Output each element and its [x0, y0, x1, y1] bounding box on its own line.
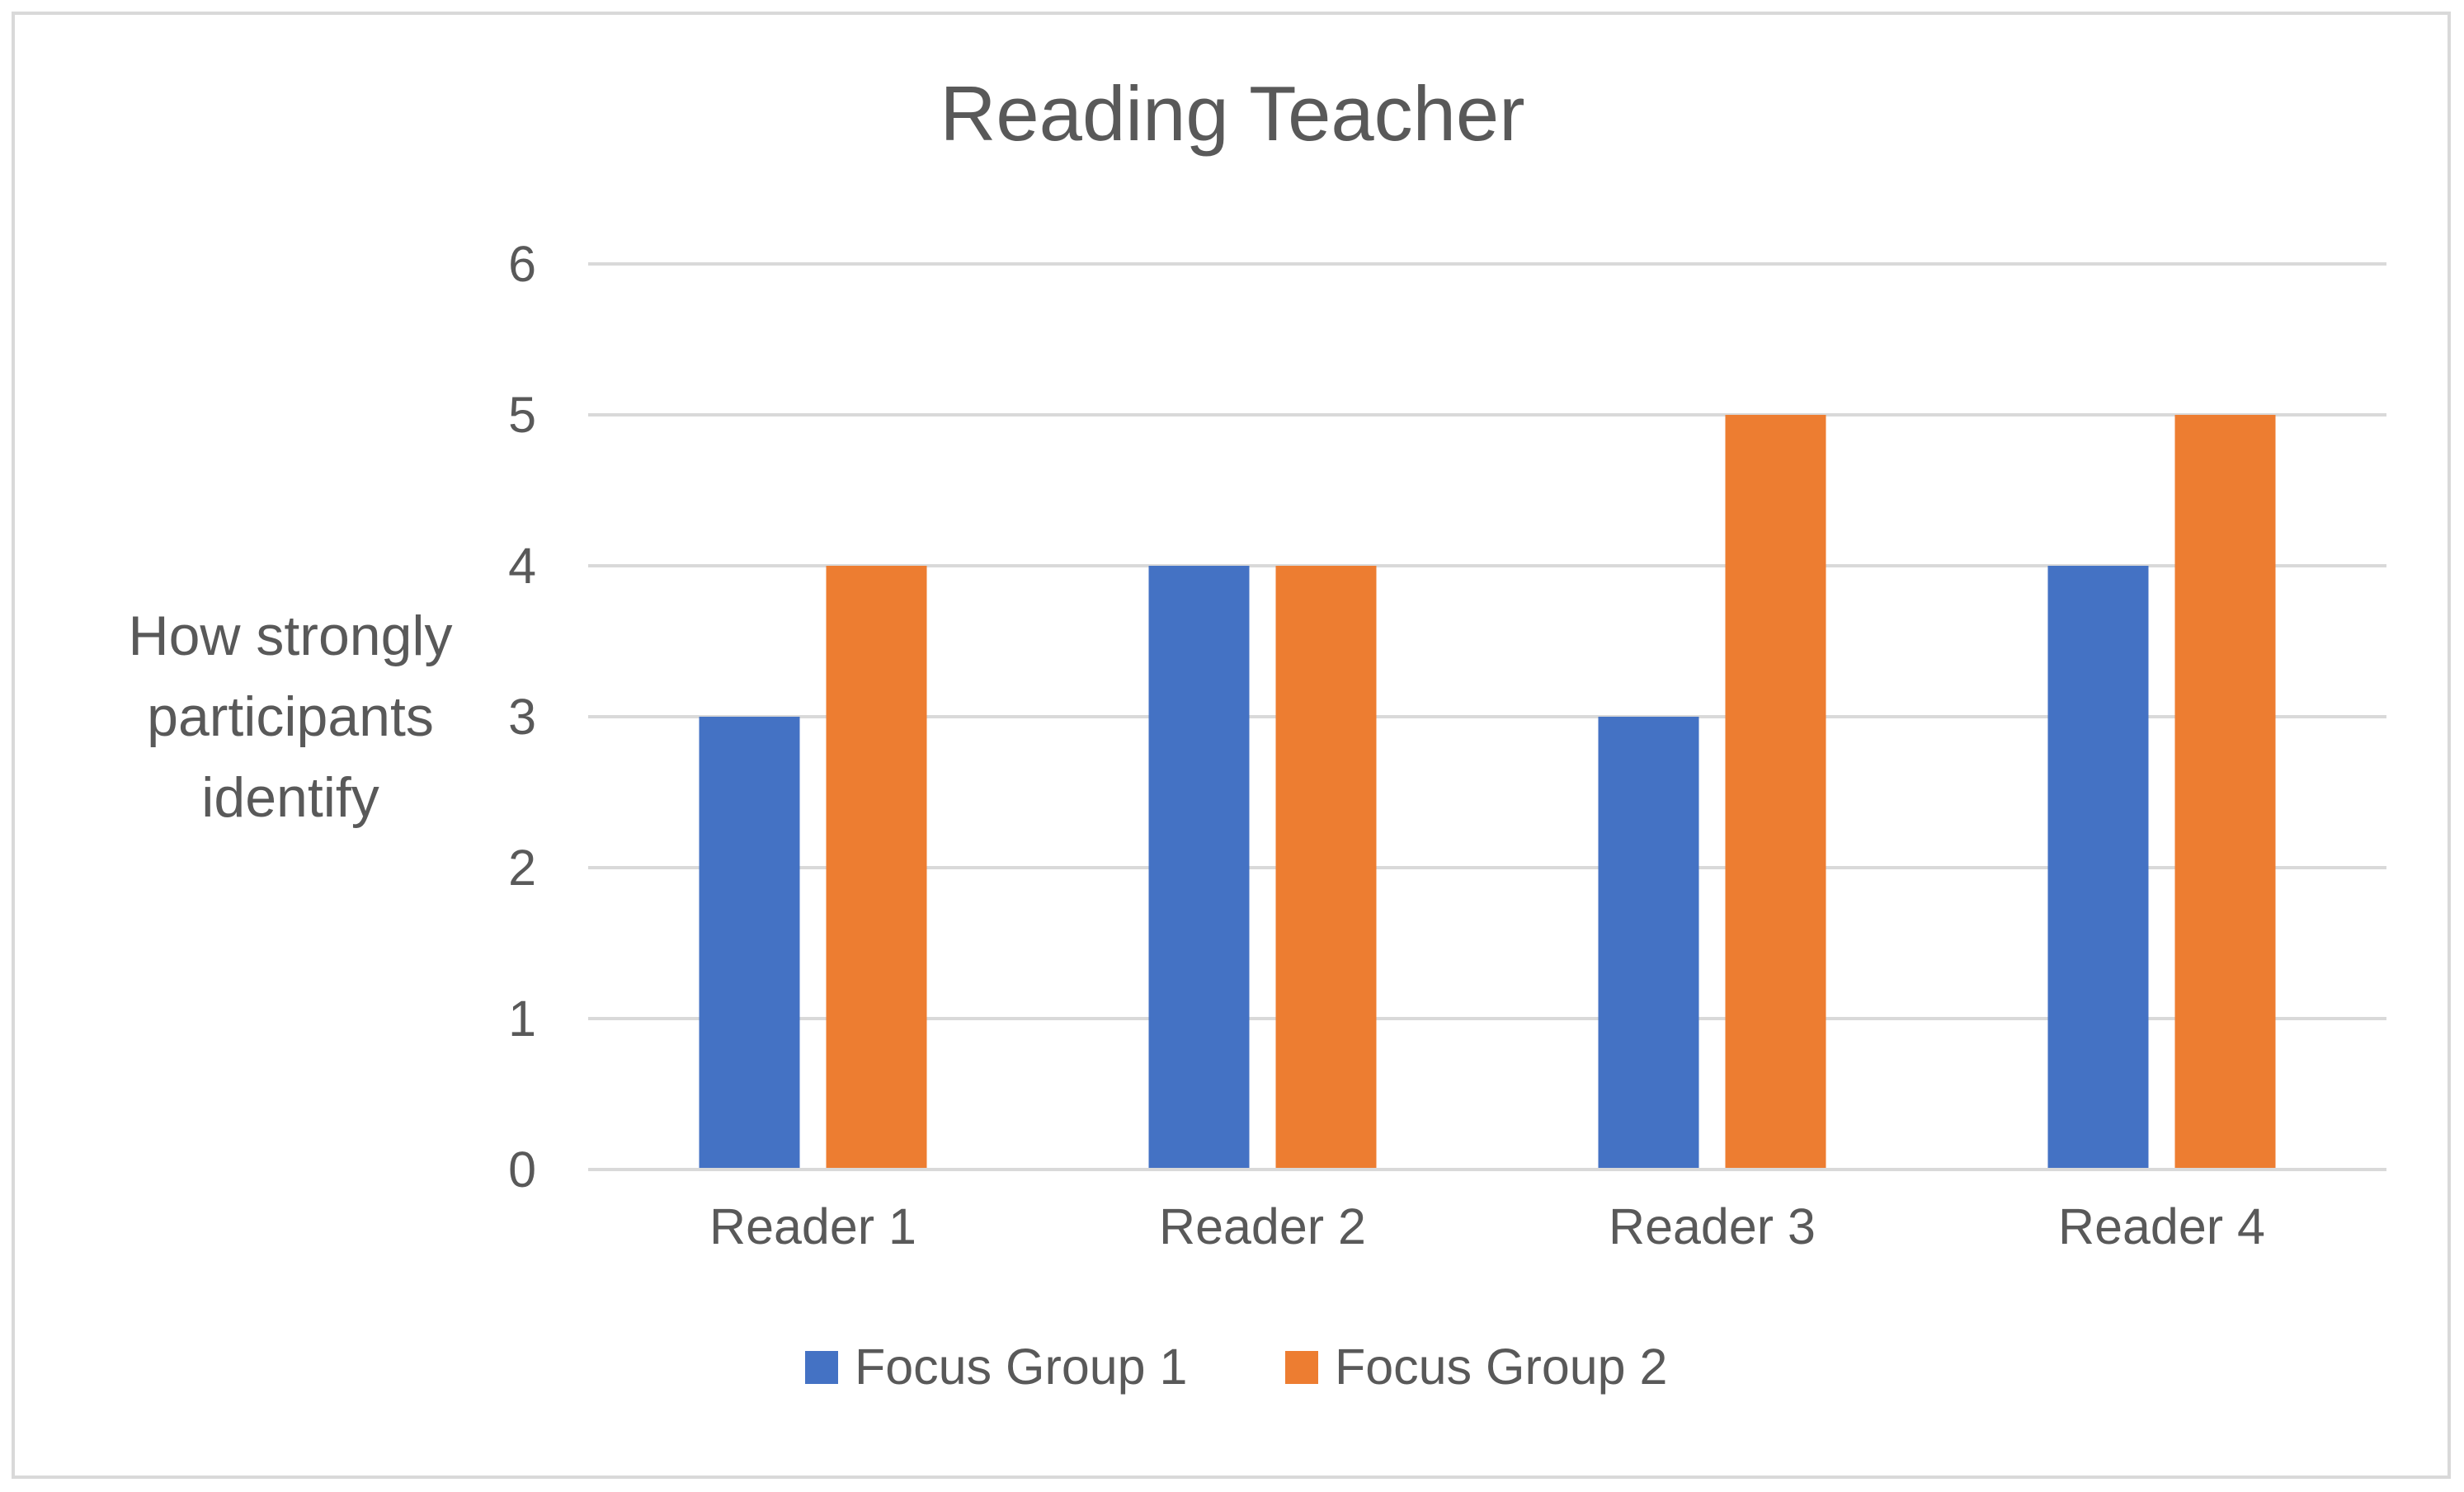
- x-tick-label: Reader 3: [1609, 1198, 1816, 1254]
- legend-label: Focus Group 1: [855, 1339, 1187, 1395]
- x-tick-label: Reader 4: [2058, 1198, 2265, 1254]
- y-tick-label: 0: [508, 1141, 536, 1198]
- legend-swatch: [1285, 1351, 1318, 1384]
- x-tick-label: Reader 2: [1159, 1198, 1366, 1254]
- bars: [588, 415, 2386, 1171]
- bar-2-1: [826, 566, 927, 1170]
- bar-2-4: [2174, 415, 2276, 1170]
- y-tick-label: 2: [508, 840, 536, 896]
- bar-1-2: [1148, 566, 1250, 1170]
- y-axis-title-line: participants: [147, 685, 434, 748]
- bar-2-3: [1725, 415, 1826, 1170]
- y-tick-label: 1: [508, 991, 536, 1047]
- chart-title: Reading Teacher: [940, 70, 1525, 157]
- x-tick-label: Reader 1: [709, 1198, 916, 1254]
- y-axis-ticks: 0 1 2 3 4 5 6: [508, 236, 536, 1198]
- chart-frame: Reading Teacher How strongly participants…: [12, 12, 2451, 1479]
- y-tick-label: 6: [508, 236, 536, 292]
- x-axis-labels: Reader 1 Reader 2 Reader 3 Reader 4: [709, 1198, 2265, 1254]
- bar-2-2: [1275, 566, 1377, 1170]
- legend: Focus Group 1 Focus Group 2: [805, 1339, 1667, 1395]
- bar-1-1: [699, 717, 800, 1170]
- bar-1-3: [1598, 717, 1699, 1170]
- bar-1-4: [2047, 566, 2149, 1170]
- legend-label: Focus Group 2: [1335, 1339, 1667, 1395]
- y-tick-label: 4: [508, 538, 536, 594]
- legend-swatch: [805, 1351, 838, 1384]
- y-tick-label: 3: [508, 689, 536, 745]
- y-axis-title-line: identify: [201, 766, 379, 829]
- y-axis-title-line: How strongly: [128, 605, 452, 667]
- y-tick-label: 5: [508, 387, 536, 443]
- y-axis-title: How strongly participants identify: [128, 605, 452, 829]
- bar-chart: Reading Teacher How strongly participants…: [128, 70, 2386, 1395]
